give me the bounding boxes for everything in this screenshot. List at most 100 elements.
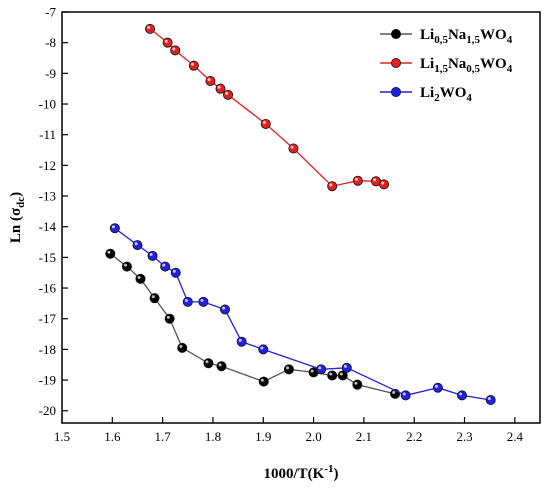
data-point bbox=[135, 273, 146, 284]
data-point-highlight bbox=[459, 392, 463, 396]
y-tick-label: -9 bbox=[45, 66, 56, 81]
legend-label: Li0,5Na1,5WO4 bbox=[420, 27, 513, 46]
data-point-highlight bbox=[318, 366, 322, 370]
y-tick-label: -15 bbox=[39, 250, 56, 265]
series-2 bbox=[145, 23, 390, 192]
data-point bbox=[164, 313, 175, 324]
data-point bbox=[432, 382, 443, 393]
data-point bbox=[170, 45, 181, 56]
y-axis-label: Ln (σdc) bbox=[8, 192, 27, 243]
y-tick-label: -11 bbox=[39, 127, 56, 142]
data-point-highlight bbox=[329, 372, 333, 376]
legend-marker bbox=[390, 28, 401, 39]
data-point-highlight bbox=[354, 381, 358, 385]
y-tick-label: -8 bbox=[45, 35, 56, 50]
data-point-highlight bbox=[225, 91, 229, 95]
y-tick-label: -20 bbox=[39, 403, 56, 418]
x-tick-label: 2.0 bbox=[305, 429, 321, 444]
data-point-highlight bbox=[290, 145, 294, 149]
data-point bbox=[457, 390, 468, 401]
y-tick-label: -13 bbox=[39, 189, 56, 204]
y-tick-labels: -20 -19 -18 -17 -16 -15 -14 -13 -12 -11 -10 -9 -8 -7 bbox=[39, 5, 57, 419]
data-point bbox=[236, 336, 247, 347]
legend-marker bbox=[390, 58, 401, 69]
data-point bbox=[203, 358, 214, 369]
y-tick-label: -14 bbox=[39, 219, 57, 234]
data-point-highlight bbox=[286, 366, 290, 370]
data-point-highlight bbox=[172, 47, 176, 51]
data-point-highlight bbox=[134, 242, 138, 246]
data-point-highlight bbox=[205, 360, 209, 364]
data-point-highlight bbox=[310, 369, 314, 373]
data-point bbox=[341, 362, 352, 373]
x-tick-label: 1.8 bbox=[205, 429, 221, 444]
data-point-highlight bbox=[339, 372, 343, 376]
data-point-highlight bbox=[111, 225, 115, 229]
data-point-highlight bbox=[402, 392, 406, 396]
legend-label: Li1,5Na0,5WO4 bbox=[420, 56, 513, 75]
series-3 bbox=[109, 223, 496, 405]
legend: Li0,5Na1,5WO4 Li1,5Na0,5WO4 Li2WO4 bbox=[380, 27, 513, 104]
y-tick-label: -18 bbox=[39, 342, 56, 357]
data-point bbox=[198, 296, 209, 307]
data-point bbox=[132, 240, 143, 251]
data-point-highlight bbox=[260, 346, 264, 350]
data-point-highlight bbox=[392, 390, 396, 394]
data-point bbox=[220, 304, 231, 315]
data-point-highlight bbox=[207, 78, 211, 82]
data-point-highlight bbox=[151, 295, 155, 299]
data-point-highlight bbox=[137, 275, 141, 279]
data-point bbox=[316, 364, 327, 375]
data-point-highlight bbox=[262, 121, 266, 125]
tick-marks bbox=[61, 11, 516, 423]
data-point-highlight bbox=[373, 178, 377, 182]
data-point-highlight bbox=[238, 338, 242, 342]
y-tick-label: -7 bbox=[45, 5, 56, 20]
series-line bbox=[109, 253, 396, 395]
legend-marker bbox=[390, 87, 401, 98]
data-point bbox=[223, 89, 234, 100]
series-line bbox=[114, 227, 491, 401]
data-point-highlight bbox=[107, 250, 111, 254]
series-line bbox=[149, 28, 385, 187]
data-point-highlight bbox=[166, 315, 170, 319]
legend-item-3: Li2WO4 bbox=[380, 85, 472, 104]
data-point-highlight bbox=[184, 298, 188, 302]
x-tick-label: 2.3 bbox=[456, 429, 472, 444]
x-tick-labels: 1.5 1.6 1.7 1.8 1.9 2.0 2.1 2.2 2.3 2.4 bbox=[54, 429, 524, 444]
data-point bbox=[188, 60, 199, 71]
legend-item-2: Li1,5Na0,5WO4 bbox=[380, 56, 513, 75]
data-point-highlight bbox=[164, 39, 168, 43]
y-tick-label: -12 bbox=[39, 158, 56, 173]
legend-label: Li2WO4 bbox=[420, 85, 472, 104]
x-tick-label: 1.5 bbox=[54, 429, 70, 444]
data-point bbox=[288, 143, 299, 154]
data-point-highlight bbox=[217, 85, 221, 89]
data-point bbox=[352, 379, 363, 390]
data-point bbox=[121, 261, 132, 272]
data-point bbox=[327, 370, 338, 381]
y-tick-label: -19 bbox=[39, 373, 56, 388]
data-point bbox=[327, 181, 338, 192]
data-point-highlight bbox=[260, 378, 264, 382]
data-point-highlight bbox=[200, 298, 204, 302]
data-point-highlight bbox=[434, 384, 438, 388]
data-point bbox=[485, 394, 496, 405]
data-point bbox=[258, 344, 269, 355]
x-axis-label: 1000/T(K-1) bbox=[263, 463, 338, 482]
data-point bbox=[149, 293, 160, 304]
data-point-highlight bbox=[381, 181, 385, 185]
data-point bbox=[177, 342, 188, 353]
data-point-highlight bbox=[147, 25, 151, 29]
data-point bbox=[379, 179, 390, 190]
data-point-highlight bbox=[172, 269, 176, 273]
data-point-highlight bbox=[487, 397, 491, 401]
x-tick-label: 1.9 bbox=[255, 429, 271, 444]
x-tick-label: 2.2 bbox=[406, 429, 422, 444]
data-point bbox=[162, 37, 173, 48]
plot-frame bbox=[61, 11, 541, 424]
y-tick-label: -16 bbox=[39, 281, 57, 296]
data-point bbox=[260, 118, 271, 129]
legend-item-1: Li0,5Na1,5WO4 bbox=[380, 27, 513, 46]
